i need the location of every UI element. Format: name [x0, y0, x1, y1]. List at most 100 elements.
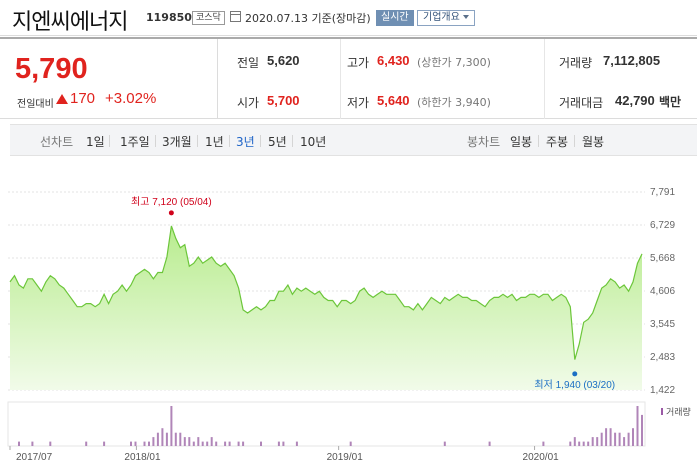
volume-bar [609, 428, 612, 446]
change-label: 전일대비 [17, 99, 54, 110]
volume-bar [578, 441, 581, 446]
open-cell: 시가 5,700 [219, 81, 339, 121]
volume-bar [179, 432, 182, 446]
volume-legend-swatch [661, 408, 663, 415]
price-line [9, 225, 643, 360]
high-cell: 고가 6,430 (상한가 7,300) [341, 41, 541, 81]
low-value: 5,640 [377, 93, 410, 108]
volume-bar [349, 441, 352, 446]
period-10y[interactable]: 10년 [300, 135, 327, 149]
line-chart-label: 선차트 [40, 135, 74, 149]
period-1d[interactable]: 1일 [86, 135, 105, 149]
separator [155, 135, 156, 147]
calendar-icon [230, 11, 241, 22]
volume-bar [295, 441, 298, 446]
volume-bar [161, 428, 164, 446]
volume-bar [573, 437, 576, 446]
high-marker [168, 210, 174, 216]
volume-bar [282, 441, 285, 446]
volume-bar [183, 437, 186, 446]
x-tick-label: 2020/01 [523, 452, 560, 463]
volume-bar [31, 441, 34, 446]
high-value: 6,430 [377, 53, 410, 68]
x-axis: 2017/07 2018/01 2019/01 2020/01 [9, 446, 560, 463]
period-3m[interactable]: 3개월 [162, 135, 192, 149]
separator [229, 135, 230, 147]
y-tick-label: 4,606 [650, 286, 675, 297]
volume-bar [134, 441, 137, 446]
period-1w[interactable]: 1주일 [120, 135, 150, 149]
volume-bar [618, 432, 621, 446]
price-chart[interactable]: 7,791 6,729 5,668 4,606 3,545 2,483 1,422 2017… [0, 166, 697, 466]
lower-limit: (하한가 3,940) [417, 96, 491, 109]
amount-cell: 거래대금 42,790 백만 [545, 81, 697, 121]
prev-close-label: 전일 [237, 56, 260, 70]
volume-bars [7, 401, 646, 447]
separator [292, 135, 293, 147]
volume-bar [156, 432, 159, 446]
volume-value: 7,112,805 [603, 53, 661, 68]
amount-value: 42,790 [615, 93, 655, 108]
volume-bar [170, 406, 173, 446]
separator [197, 135, 198, 147]
period-3y[interactable]: 3년 [236, 135, 255, 149]
candle-weekly[interactable]: 주봉 [546, 135, 569, 149]
divider [340, 39, 341, 119]
up-arrow-icon [56, 94, 68, 104]
amount-unit: 백만 [659, 95, 682, 109]
y-tick-label: 6,729 [650, 220, 675, 231]
volume-bar [103, 441, 106, 446]
volume-bar [143, 441, 146, 446]
volume-bar [192, 441, 195, 446]
y-tick-label: 1,422 [650, 385, 675, 396]
volume-bar [627, 432, 630, 446]
candle-monthly[interactable]: 월봉 [582, 135, 605, 149]
company-info-dropdown[interactable]: 기업개요 [417, 10, 475, 26]
volume-bar [49, 441, 52, 446]
volume-frame [7, 401, 646, 447]
volume-bar [130, 441, 132, 446]
volume-bar [165, 432, 168, 446]
high-annotation: 최고 7,120 (05/04) [131, 196, 212, 208]
prev-close-value: 5,620 [267, 53, 300, 68]
volume-bar [152, 437, 155, 446]
volume-bar [148, 441, 150, 446]
price-box: 5,790 전일대비 170 +3.02% [0, 39, 218, 119]
separator [260, 135, 261, 147]
volume-bar [623, 437, 626, 446]
separator [538, 135, 539, 147]
y-tick-label: 7,791 [650, 187, 675, 198]
y-tick-label: 2,483 [650, 352, 675, 363]
price-area [10, 225, 642, 390]
volume-bar [85, 441, 88, 446]
volume-bar [210, 437, 213, 446]
volume-bar [206, 441, 209, 446]
separator [574, 135, 575, 147]
current-price: 5,790 [15, 53, 88, 85]
upper-limit: (상한가 7,300) [417, 56, 491, 69]
low-label: 저가 [347, 96, 370, 110]
market-badge: 코스닥 [192, 11, 225, 25]
volume-bar [587, 441, 590, 446]
volume-bar [228, 441, 231, 446]
company-info-label: 기업개요 [423, 12, 460, 23]
volume-bar [591, 437, 594, 446]
candle-chart-label: 봉차트 [467, 135, 501, 149]
low-annotation: 최저 1,940 (03/20) [534, 379, 615, 391]
realtime-button[interactable]: 실시간 [376, 10, 414, 26]
change-percent: +3.02% [105, 90, 157, 107]
period-5y[interactable]: 5년 [268, 135, 287, 149]
volume-bar [201, 441, 204, 446]
reference-date: 2020.07.13 기준(장마감) [245, 12, 371, 25]
change-value: 170 [70, 90, 96, 107]
volume-bar [237, 441, 240, 446]
x-tick-label: 2019/01 [327, 452, 364, 463]
y-axis: 7,791 6,729 5,668 4,606 3,545 2,483 1,422 [650, 187, 675, 396]
period-1y[interactable]: 1년 [205, 135, 224, 149]
prev-close-cell: 전일 5,620 [219, 41, 339, 81]
volume-bar [596, 437, 599, 446]
stock-code: 119850 [146, 11, 192, 24]
x-tick-label: 2018/01 [124, 452, 161, 463]
volume-bar [569, 441, 572, 446]
candle-daily[interactable]: 일봉 [510, 135, 533, 149]
